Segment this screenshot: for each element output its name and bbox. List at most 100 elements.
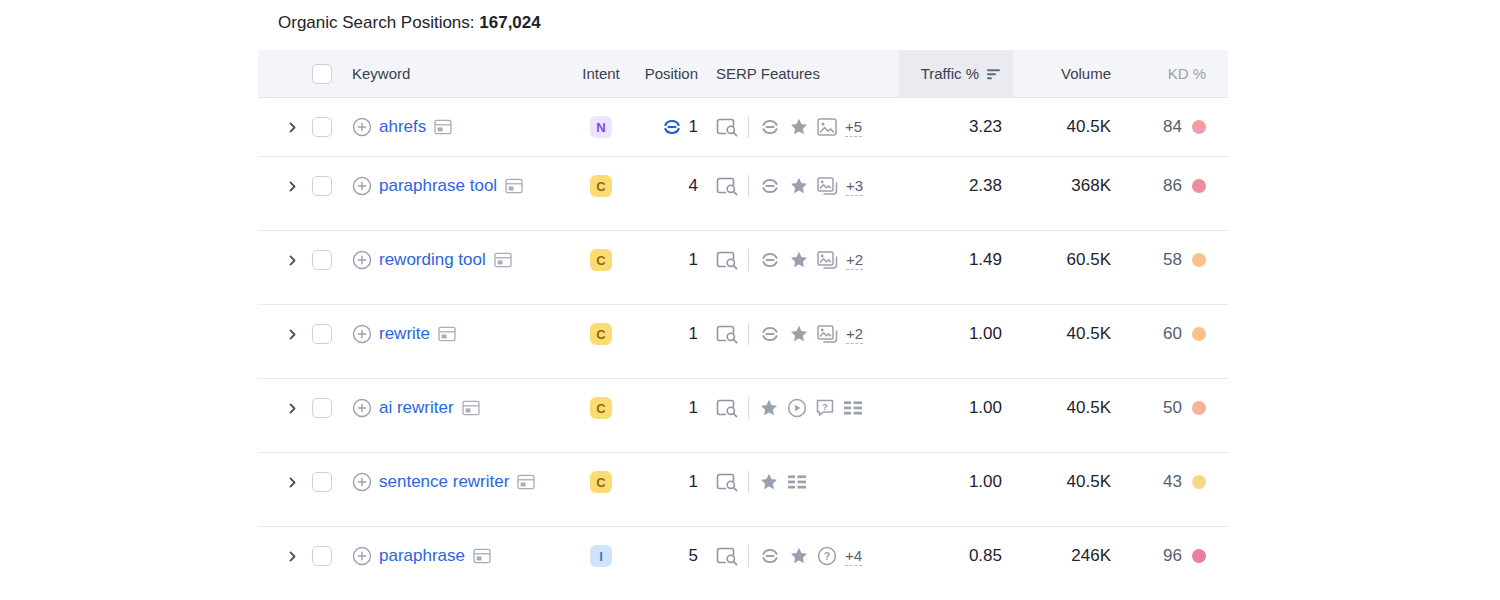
- link-icon[interactable]: [759, 119, 781, 135]
- serp-preview-icon[interactable]: [716, 546, 739, 566]
- intent-badge: C: [590, 397, 612, 419]
- sitelinks-icon[interactable]: [843, 400, 863, 416]
- sort-descending-icon[interactable]: [986, 67, 1002, 81]
- serp-snapshot-icon[interactable]: [494, 252, 512, 268]
- faq-icon[interactable]: ?: [817, 546, 837, 566]
- row-checkbox[interactable]: [312, 250, 332, 270]
- expand-chevron-icon[interactable]: [286, 254, 299, 267]
- traffic-value: 1.00: [899, 469, 1013, 495]
- row-checkbox[interactable]: [312, 472, 332, 492]
- row-checkbox[interactable]: [312, 398, 332, 418]
- star-icon[interactable]: [789, 546, 809, 566]
- serp-snapshot-icon[interactable]: [517, 474, 535, 490]
- image-pack-icon[interactable]: [817, 177, 838, 196]
- keyword-link[interactable]: rewording tool: [379, 250, 486, 270]
- expand-chevron-icon[interactable]: [286, 402, 299, 415]
- star-icon[interactable]: [759, 398, 779, 418]
- link-icon[interactable]: [759, 252, 781, 268]
- link-icon[interactable]: [759, 548, 781, 564]
- keyword-link[interactable]: ahrefs: [379, 117, 426, 137]
- volume-value: 246K: [1013, 543, 1126, 569]
- svg-text:?: ?: [822, 401, 828, 412]
- table-row: sentence rewriter C 1 1.00 40.5K 43: [258, 453, 1228, 527]
- people-also-ask-icon[interactable]: ?: [815, 398, 835, 418]
- star-icon[interactable]: [759, 472, 779, 492]
- link-icon[interactable]: [759, 326, 781, 342]
- keyword-link[interactable]: ai rewriter: [379, 398, 454, 418]
- keyword-link[interactable]: sentence rewriter: [379, 472, 509, 492]
- kd-difficulty-dot: [1192, 549, 1206, 563]
- link-icon[interactable]: [759, 178, 781, 194]
- add-keyword-icon[interactable]: [352, 398, 372, 418]
- header-checkbox-cell: [308, 50, 352, 97]
- star-icon[interactable]: [789, 176, 809, 196]
- header-keyword[interactable]: Keyword: [352, 50, 558, 97]
- add-keyword-icon[interactable]: [352, 472, 372, 492]
- row-checkbox[interactable]: [312, 324, 332, 344]
- star-icon[interactable]: [789, 117, 809, 137]
- expand-chevron-icon[interactable]: [286, 328, 299, 341]
- header-kd[interactable]: KD %: [1126, 50, 1228, 97]
- add-keyword-icon[interactable]: [352, 324, 372, 344]
- image-pack-icon[interactable]: [817, 251, 838, 270]
- serp-snapshot-icon[interactable]: [434, 119, 452, 135]
- serp-divider: [748, 116, 749, 138]
- video-icon[interactable]: [787, 398, 807, 418]
- serp-snapshot-icon[interactable]: [438, 326, 456, 342]
- add-keyword-icon[interactable]: [352, 546, 372, 566]
- select-all-checkbox[interactable]: [312, 64, 332, 84]
- traffic-value: 1.00: [899, 321, 1013, 347]
- serp-preview-icon[interactable]: [716, 472, 739, 492]
- expand-chevron-icon[interactable]: [286, 550, 299, 563]
- header-position[interactable]: Position: [644, 50, 702, 97]
- expand-chevron-icon[interactable]: [286, 121, 299, 134]
- keyword-link[interactable]: paraphrase tool: [379, 176, 497, 196]
- add-keyword-icon[interactable]: [352, 176, 372, 196]
- intent-badge: C: [590, 323, 612, 345]
- serp-feature-list: ?: [759, 398, 871, 418]
- row-checkbox[interactable]: [312, 117, 332, 137]
- serp-preview-icon[interactable]: [716, 117, 739, 137]
- serp-preview-icon[interactable]: [716, 250, 739, 270]
- add-keyword-icon[interactable]: [352, 250, 372, 270]
- row-checkbox[interactable]: [312, 546, 332, 566]
- serp-more-features[interactable]: +4: [845, 547, 862, 566]
- serp-more-features[interactable]: +3: [846, 177, 863, 196]
- serp-snapshot-icon[interactable]: [473, 548, 491, 564]
- star-icon[interactable]: [789, 250, 809, 270]
- serp-snapshot-icon[interactable]: [462, 400, 480, 416]
- serp-feature-list: [759, 117, 845, 137]
- table-row: paraphrase I 5 ? +4 0.85 246K 96: [258, 527, 1228, 600]
- serp-more-features[interactable]: +5: [845, 118, 862, 137]
- kd-value: 84: [1163, 117, 1182, 137]
- serp-more-features[interactable]: +2: [846, 325, 863, 344]
- serp-feature-list: [759, 176, 846, 196]
- serp-preview-icon[interactable]: [716, 324, 739, 344]
- expand-chevron-icon[interactable]: [286, 180, 299, 193]
- position-value: 1: [689, 117, 698, 137]
- position-value: 1: [689, 324, 698, 344]
- keyword-link[interactable]: paraphrase: [379, 546, 465, 566]
- position-link-icon[interactable]: [661, 119, 683, 135]
- row-checkbox[interactable]: [312, 176, 332, 196]
- kd-difficulty-dot: [1192, 327, 1206, 341]
- volume-value: 60.5K: [1013, 247, 1126, 273]
- expand-chevron-icon[interactable]: [286, 476, 299, 489]
- serp-more-features[interactable]: +2: [846, 251, 863, 270]
- traffic-value: 2.38: [899, 173, 1013, 199]
- image-pack-icon[interactable]: [817, 325, 838, 344]
- keyword-link[interactable]: rewrite: [379, 324, 430, 344]
- image-icon[interactable]: [817, 118, 837, 136]
- header-expand-spacer: [258, 50, 308, 97]
- serp-snapshot-icon[interactable]: [505, 178, 523, 194]
- header-volume[interactable]: Volume: [1013, 50, 1126, 97]
- sitelinks-icon[interactable]: [787, 474, 807, 490]
- add-keyword-icon[interactable]: [352, 117, 372, 137]
- header-intent[interactable]: Intent: [558, 50, 644, 97]
- serp-preview-icon[interactable]: [716, 398, 739, 418]
- header-traffic[interactable]: Traffic %: [899, 50, 1013, 97]
- serp-preview-icon[interactable]: [716, 176, 739, 196]
- serp-divider: [748, 323, 749, 345]
- header-serp-features[interactable]: SERP Features: [702, 50, 899, 97]
- star-icon[interactable]: [789, 324, 809, 344]
